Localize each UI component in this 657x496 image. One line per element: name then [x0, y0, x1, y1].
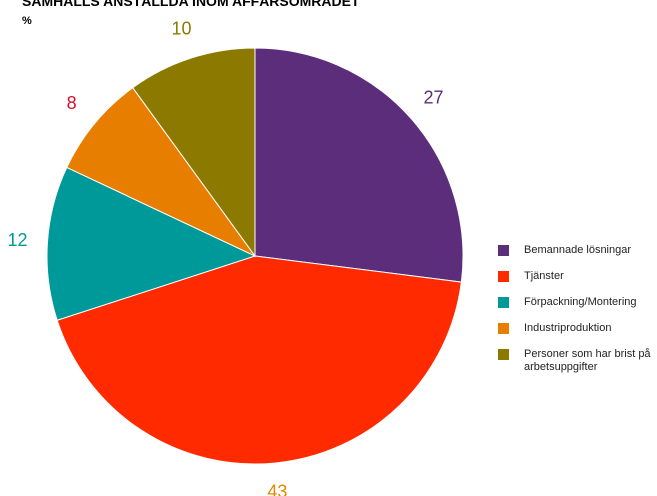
legend-item: Tjänster	[498, 270, 657, 283]
legend-label: Förpackning/Montering	[524, 296, 637, 308]
legend-label: Personer som har brist på arbetsuppgifte…	[524, 348, 651, 373]
chart-title: SAMHALLS ANSTÄLLDA INOM AFFÄRSOMRÅDET	[22, 0, 360, 9]
legend-swatch	[498, 297, 509, 308]
legend: Bemannade lösningar Tjänster Förpackning/M…	[498, 244, 657, 387]
data-label: 12	[7, 230, 27, 250]
pie-slice	[46, 166, 257, 321]
pie-slice	[66, 87, 256, 257]
legend-label: Bemannade lösningar	[524, 244, 632, 256]
legend-item: Bemannade lösningar	[498, 244, 657, 257]
pie-slice	[254, 47, 464, 283]
legend-item: Förpackning/Montering	[498, 296, 657, 309]
chart-subtitle: %	[22, 15, 32, 27]
pie-slice	[56, 255, 462, 465]
legend-label: Tjänster	[524, 270, 564, 282]
legend-swatch	[498, 349, 509, 360]
data-label: 43	[267, 482, 287, 496]
legend-swatch	[498, 271, 509, 282]
legend-label: Industriproduktion	[524, 322, 612, 334]
legend-item: Personer som har brist på arbetsuppgifte…	[498, 348, 657, 374]
legend-swatch	[498, 245, 509, 256]
legend-item: Industriproduktion	[498, 322, 657, 335]
legend-swatch	[498, 323, 509, 334]
data-label: 8	[67, 93, 77, 113]
pie-slice	[132, 47, 256, 258]
data-label: 10	[171, 18, 191, 38]
data-label: 27	[424, 87, 444, 107]
